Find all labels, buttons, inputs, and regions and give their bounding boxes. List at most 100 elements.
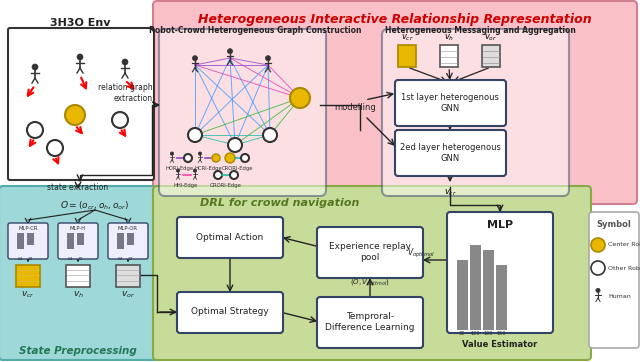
Text: $v_{or}$: $v_{or}$ — [484, 33, 498, 43]
Text: 64: 64 — [117, 257, 123, 261]
Text: 150: 150 — [496, 331, 506, 336]
Text: 32: 32 — [459, 331, 465, 336]
FancyBboxPatch shape — [108, 223, 148, 259]
Text: MLP: MLP — [487, 220, 513, 230]
Text: $V_{opttmol}$: $V_{opttmol}$ — [407, 247, 435, 260]
FancyBboxPatch shape — [317, 297, 423, 348]
Bar — [26, 233, 33, 245]
Bar — [17, 233, 24, 249]
FancyBboxPatch shape — [8, 28, 154, 180]
Bar — [127, 233, 134, 245]
Text: Center Robot: Center Robot — [608, 243, 640, 248]
Circle shape — [32, 64, 38, 70]
Text: HHI-Edge: HHI-Edge — [174, 183, 198, 188]
Text: 100: 100 — [483, 331, 493, 336]
Text: 2ed layer heterogenous
GNN: 2ed layer heterogenous GNN — [399, 143, 500, 163]
FancyBboxPatch shape — [447, 212, 553, 333]
FancyBboxPatch shape — [153, 186, 591, 360]
Text: $(O, V_{opttmol})$: $(O, V_{opttmol})$ — [350, 278, 390, 289]
Text: Heterogeneous Interactive Relationship Representation: Heterogeneous Interactive Relationship R… — [198, 13, 592, 26]
Text: state extraction: state extraction — [47, 183, 109, 192]
Bar — [483, 250, 494, 330]
Bar — [116, 265, 140, 287]
Text: ORORI-Edge: ORORI-Edge — [210, 183, 242, 188]
Text: State Preprocessing: State Preprocessing — [19, 346, 137, 356]
FancyBboxPatch shape — [395, 80, 506, 126]
Circle shape — [212, 154, 220, 162]
Text: HORI-Edge: HORI-Edge — [166, 166, 194, 171]
Bar — [67, 233, 74, 249]
Circle shape — [214, 171, 222, 179]
Circle shape — [225, 153, 235, 163]
Circle shape — [198, 152, 202, 155]
Bar — [77, 233, 83, 245]
Circle shape — [227, 49, 232, 54]
Bar — [116, 233, 124, 249]
Bar — [482, 45, 500, 67]
Text: Experience replay
pool: Experience replay pool — [329, 242, 411, 262]
Text: 64: 64 — [17, 257, 23, 261]
FancyBboxPatch shape — [395, 130, 506, 176]
Text: relation graph
extraction: relation graph extraction — [99, 83, 153, 103]
Text: $v_{cr}$: $v_{cr}$ — [444, 187, 456, 198]
Circle shape — [188, 128, 202, 142]
Circle shape — [47, 140, 63, 156]
Text: $v_{cr}$: $v_{cr}$ — [21, 290, 35, 300]
FancyBboxPatch shape — [159, 29, 326, 196]
Text: Optimal Strategy: Optimal Strategy — [191, 307, 269, 316]
Circle shape — [184, 154, 192, 162]
Text: $v_h$: $v_h$ — [72, 290, 83, 300]
Text: $O = (o_{cr}, o_h, o_{or})$: $O = (o_{cr}, o_h, o_{or})$ — [60, 200, 130, 212]
Text: $v_{cr}$: $v_{cr}$ — [401, 33, 413, 43]
Text: DRL for crowd navigation: DRL for crowd navigation — [200, 198, 360, 208]
Text: Human: Human — [608, 294, 631, 299]
FancyBboxPatch shape — [153, 1, 637, 204]
Text: CRORI-Edge: CRORI-Edge — [222, 166, 253, 171]
Text: MLP-OR: MLP-OR — [118, 226, 138, 231]
Bar — [457, 260, 468, 330]
Text: $v_h$: $v_h$ — [444, 33, 454, 43]
Text: 64: 64 — [67, 257, 73, 261]
FancyBboxPatch shape — [58, 223, 98, 259]
Bar — [496, 265, 507, 330]
Text: Symbol: Symbol — [596, 220, 632, 229]
Circle shape — [290, 88, 310, 108]
Circle shape — [241, 154, 249, 162]
Text: 32: 32 — [127, 257, 132, 261]
FancyBboxPatch shape — [0, 186, 157, 360]
FancyBboxPatch shape — [177, 292, 283, 333]
Circle shape — [77, 54, 83, 60]
Circle shape — [266, 56, 271, 61]
Bar — [16, 265, 40, 287]
Text: Optimal Action: Optimal Action — [196, 232, 264, 241]
Text: 1st layer heterogenous
GNN: 1st layer heterogenous GNN — [401, 93, 499, 113]
Circle shape — [228, 138, 242, 152]
Text: HCRI-Edge: HCRI-Edge — [194, 166, 222, 171]
Text: MLP-H: MLP-H — [70, 226, 86, 231]
Circle shape — [177, 169, 180, 172]
FancyBboxPatch shape — [382, 29, 569, 196]
Circle shape — [170, 152, 173, 155]
Text: MLP-CR: MLP-CR — [19, 226, 38, 231]
Circle shape — [596, 288, 600, 292]
Circle shape — [591, 238, 605, 252]
FancyBboxPatch shape — [589, 212, 639, 348]
Circle shape — [65, 105, 85, 125]
Text: Robot-Crowd Heterogeneous Graph Construction: Robot-Crowd Heterogeneous Graph Construc… — [148, 26, 361, 35]
Circle shape — [263, 128, 277, 142]
Text: Heterogeneous Messaging and Aggregation: Heterogeneous Messaging and Aggregation — [385, 26, 575, 35]
Bar — [440, 45, 458, 67]
Circle shape — [230, 171, 238, 179]
Text: 32: 32 — [28, 257, 33, 261]
Text: 32: 32 — [77, 257, 83, 261]
Text: $v_{or}$: $v_{or}$ — [121, 290, 135, 300]
Circle shape — [112, 112, 128, 128]
Bar — [66, 265, 90, 287]
Bar — [398, 45, 416, 67]
Circle shape — [193, 56, 198, 61]
Text: Value Estimator: Value Estimator — [462, 340, 538, 349]
Text: modelling: modelling — [334, 104, 376, 113]
FancyBboxPatch shape — [8, 223, 48, 259]
Text: Other Robot: Other Robot — [608, 265, 640, 270]
Bar — [470, 245, 481, 330]
